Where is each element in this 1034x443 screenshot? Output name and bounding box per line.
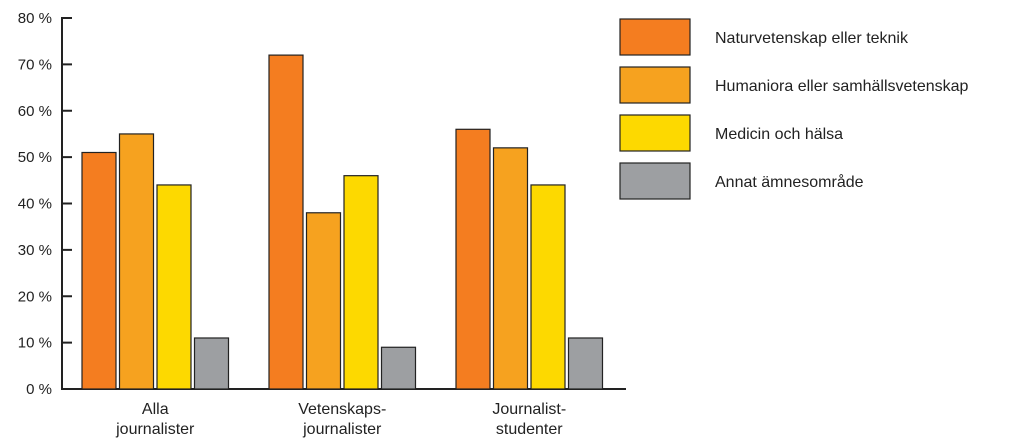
bar-3-series-4 bbox=[567, 337, 604, 390]
category-label: Vetenskaps-journalister bbox=[298, 401, 386, 438]
bar-1-series-4 bbox=[193, 337, 230, 390]
bars bbox=[81, 54, 604, 390]
bar-1-series-3 bbox=[156, 184, 192, 390]
y-tick-label: 0 % bbox=[26, 381, 52, 398]
bar-2-series-3 bbox=[343, 175, 379, 390]
y-tick-label: 80 % bbox=[18, 10, 52, 27]
legend-label-4: Annat ämnesområde bbox=[715, 173, 864, 191]
bar-1-series-2 bbox=[118, 133, 155, 390]
legend-swatch-2 bbox=[619, 66, 691, 104]
legend: Naturvetenskap eller teknik Humaniora ell… bbox=[619, 18, 969, 200]
legend-swatch-1 bbox=[619, 18, 691, 56]
category-labels: Alla journalister Vetenskaps-journalister J… bbox=[115, 401, 566, 438]
bar-1-series-1 bbox=[81, 151, 117, 390]
legend-swatch-4 bbox=[619, 162, 691, 200]
legend-swatch-3 bbox=[619, 114, 691, 152]
category-label: Journalist-studenter bbox=[492, 401, 566, 438]
bar-3-series-3 bbox=[530, 184, 566, 390]
bar-2-series-4 bbox=[380, 346, 417, 390]
y-tick-label: 60 % bbox=[18, 103, 52, 120]
bar-3-series-2 bbox=[492, 147, 529, 390]
y-tick-label: 70 % bbox=[18, 56, 52, 73]
bar-2-series-2 bbox=[305, 212, 342, 390]
bar-2-series-1 bbox=[268, 54, 304, 390]
legend-label-2: Humaniora eller samhällsvetenskap bbox=[715, 78, 969, 95]
bar-3-series-1 bbox=[455, 128, 491, 390]
category-label: Alla journalister bbox=[115, 401, 195, 438]
legend-label-1: Naturvetenskap eller teknik bbox=[715, 30, 909, 47]
y-tick-label: 20 % bbox=[18, 288, 52, 305]
y-tick-label: 50 % bbox=[18, 149, 52, 166]
y-axis: 0 % 10 % 20 % 30 % 40 % 50 % 60 % 70 % 80 % bbox=[18, 10, 72, 398]
y-tick-label: 40 % bbox=[18, 196, 52, 213]
legend-label-3: Medicin och hälsa bbox=[715, 126, 843, 143]
y-tick-label: 30 % bbox=[18, 242, 52, 259]
y-tick-label: 10 % bbox=[18, 335, 52, 352]
